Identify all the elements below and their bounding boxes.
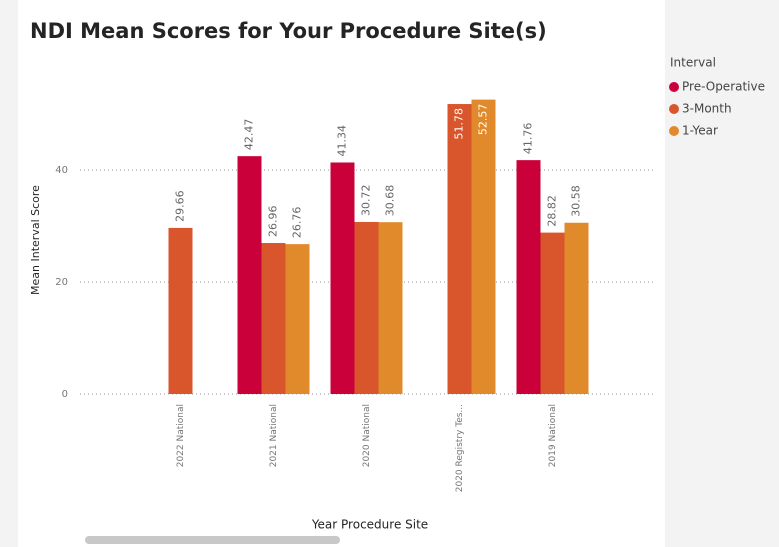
data-label: 52.57 <box>477 104 490 136</box>
data-label: 29.66 <box>174 190 187 222</box>
legend-marker <box>669 82 679 92</box>
data-label: 41.34 <box>336 125 349 157</box>
bar <box>564 222 589 394</box>
x-axis-title: Year Procedure Site <box>311 518 428 532</box>
bar <box>168 227 193 394</box>
data-label: 30.68 <box>384 185 397 217</box>
bar <box>516 160 541 394</box>
y-tick-label: 40 <box>55 165 68 176</box>
data-label: 30.58 <box>570 185 583 217</box>
y-tick-label: 0 <box>62 389 68 400</box>
legend-marker <box>669 126 679 136</box>
data-label: 26.96 <box>267 206 280 238</box>
legend-label: 3-Month <box>682 102 732 116</box>
bar <box>285 244 310 394</box>
data-label: 26.76 <box>291 207 304 239</box>
bar <box>540 232 565 394</box>
x-tick-label: 2020 National <box>362 404 372 467</box>
bar <box>354 221 379 394</box>
bar <box>378 222 403 394</box>
bar <box>330 162 355 394</box>
x-tick-label: 2020 Registry Tes... <box>455 404 465 492</box>
bar <box>261 243 286 394</box>
y-tick-label: 20 <box>55 277 68 288</box>
x-tick-label: 2021 National <box>269 404 279 467</box>
bar <box>447 104 472 395</box>
data-label: 30.72 <box>360 184 373 216</box>
data-label: 42.47 <box>243 119 256 151</box>
data-label: 41.76 <box>522 123 535 155</box>
scrollbar[interactable] <box>85 536 340 544</box>
legend-label: 1-Year <box>682 124 718 138</box>
chart-title: NDI Mean Scores for Your Procedure Site(… <box>30 19 547 43</box>
data-label: 28.82 <box>546 195 559 227</box>
legend-marker <box>669 104 679 114</box>
bar <box>471 99 496 394</box>
legend-label: Pre-Operative <box>682 80 765 94</box>
x-tick-label: 2022 National <box>176 404 186 467</box>
legend-title: Interval <box>670 56 716 70</box>
y-axis-title: Mean Interval Score <box>29 185 42 295</box>
bar <box>237 156 262 394</box>
data-label: 51.78 <box>453 108 466 140</box>
x-tick-label: 2019 National <box>548 404 558 467</box>
